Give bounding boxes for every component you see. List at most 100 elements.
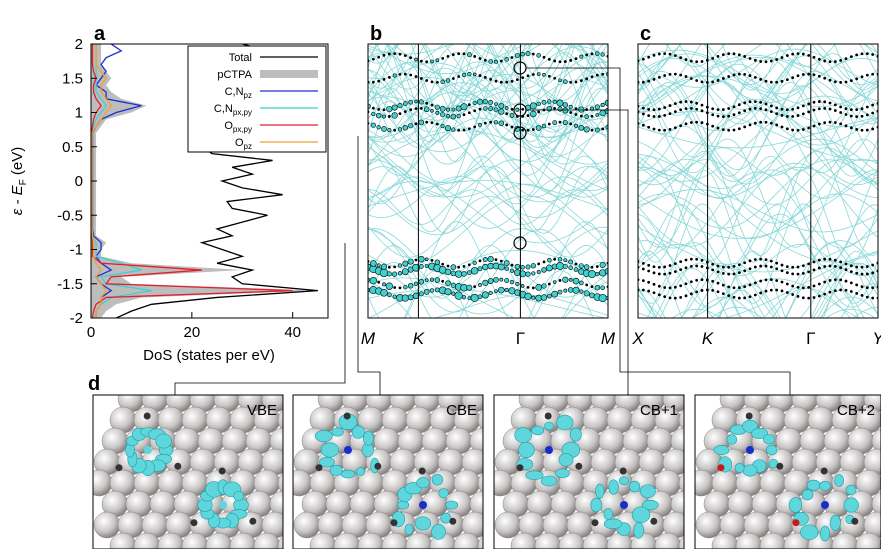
band-dot xyxy=(701,121,704,124)
band-weight xyxy=(526,272,531,277)
band-weight xyxy=(445,269,451,275)
orbital-lobe xyxy=(632,507,650,523)
band-dot xyxy=(818,259,821,262)
band-dot xyxy=(468,103,471,106)
band-weight xyxy=(425,258,428,261)
band-dot xyxy=(685,107,688,110)
band-weight xyxy=(461,104,467,110)
band-dot xyxy=(601,73,604,76)
band-dot xyxy=(786,115,789,118)
atom xyxy=(487,470,513,496)
band-dot xyxy=(559,121,562,124)
band-dot xyxy=(845,263,848,266)
band-dot xyxy=(781,80,784,83)
band-dot xyxy=(807,297,810,300)
band-dot xyxy=(749,108,752,111)
atom xyxy=(94,512,120,538)
band-weight xyxy=(386,283,393,290)
band-dot xyxy=(669,73,672,76)
band-dot xyxy=(441,280,444,283)
band-dot xyxy=(585,77,588,80)
image-label: CB+1 xyxy=(640,402,678,419)
band-dot xyxy=(591,266,594,269)
orbital-lobe xyxy=(743,465,757,476)
band-weight xyxy=(376,113,381,118)
band-weight xyxy=(499,103,504,108)
band-dot xyxy=(802,286,805,289)
orbital-lobe xyxy=(820,481,831,490)
band-dot xyxy=(823,100,826,103)
band-area xyxy=(637,0,880,364)
band-dot xyxy=(791,272,794,275)
band-dot xyxy=(759,265,762,268)
band-dot xyxy=(548,75,551,78)
band-dot xyxy=(669,128,672,131)
orbital-lobe xyxy=(609,480,619,495)
atom-n xyxy=(545,446,553,454)
y-tick-label: 1.5 xyxy=(62,70,83,87)
band-weight xyxy=(473,261,477,265)
band-dot xyxy=(415,75,418,78)
band-dot xyxy=(695,60,698,63)
band-dot xyxy=(738,111,741,114)
orbital-lobe xyxy=(714,445,729,454)
atom-c xyxy=(419,468,426,475)
band-weight xyxy=(372,112,376,116)
band-weight xyxy=(563,80,567,84)
atom-c xyxy=(776,463,783,470)
band-dot xyxy=(642,107,645,110)
band-dot xyxy=(431,104,434,107)
band-dot xyxy=(505,124,508,127)
band-dot xyxy=(473,55,476,58)
band-weight xyxy=(451,128,455,132)
band-dot xyxy=(489,121,492,124)
band-dot xyxy=(850,108,853,111)
band-weight xyxy=(435,260,440,265)
band-dot xyxy=(823,107,826,110)
band-dot xyxy=(642,58,645,61)
band-dot xyxy=(372,58,375,61)
orbital-lobe xyxy=(405,524,413,535)
band-dot xyxy=(679,101,682,104)
band-weight xyxy=(595,105,600,110)
band-weight xyxy=(430,109,433,112)
band-dot xyxy=(722,272,725,275)
band-weight xyxy=(595,52,599,56)
band-weight xyxy=(478,123,481,126)
orbital-lobe xyxy=(844,498,859,512)
orbital-lobe xyxy=(515,428,532,443)
band-weight xyxy=(546,265,552,271)
image-label: CB+2 xyxy=(837,402,875,419)
band-dot xyxy=(861,52,864,55)
band-dot xyxy=(377,56,380,59)
band-dot xyxy=(653,108,656,111)
band-dot xyxy=(425,121,428,124)
band-dot xyxy=(468,111,471,114)
band-weight xyxy=(478,283,481,286)
band-weight xyxy=(584,265,589,270)
band xyxy=(638,194,878,239)
orbital-lobe xyxy=(156,434,172,448)
band-dot xyxy=(823,293,826,296)
band-dot xyxy=(791,293,794,296)
band-dot xyxy=(786,78,789,81)
band-dot xyxy=(500,260,503,263)
x-tick-label: 0 xyxy=(87,324,95,341)
band-dot xyxy=(727,129,730,132)
band-dot xyxy=(754,258,757,261)
band-dot xyxy=(802,113,805,116)
band-dot xyxy=(663,295,666,298)
band-dot xyxy=(797,286,800,289)
band-dot xyxy=(855,292,858,295)
band-dot xyxy=(733,272,736,275)
band-weight xyxy=(468,297,471,300)
band-dot xyxy=(834,60,837,63)
band-dot xyxy=(690,265,693,268)
atom xyxy=(294,512,320,538)
band-dot xyxy=(585,53,588,56)
band-dot xyxy=(743,101,746,104)
band-dot xyxy=(759,60,762,63)
band-dot xyxy=(759,258,762,261)
band-weight xyxy=(398,128,402,132)
band-dot xyxy=(569,111,572,114)
